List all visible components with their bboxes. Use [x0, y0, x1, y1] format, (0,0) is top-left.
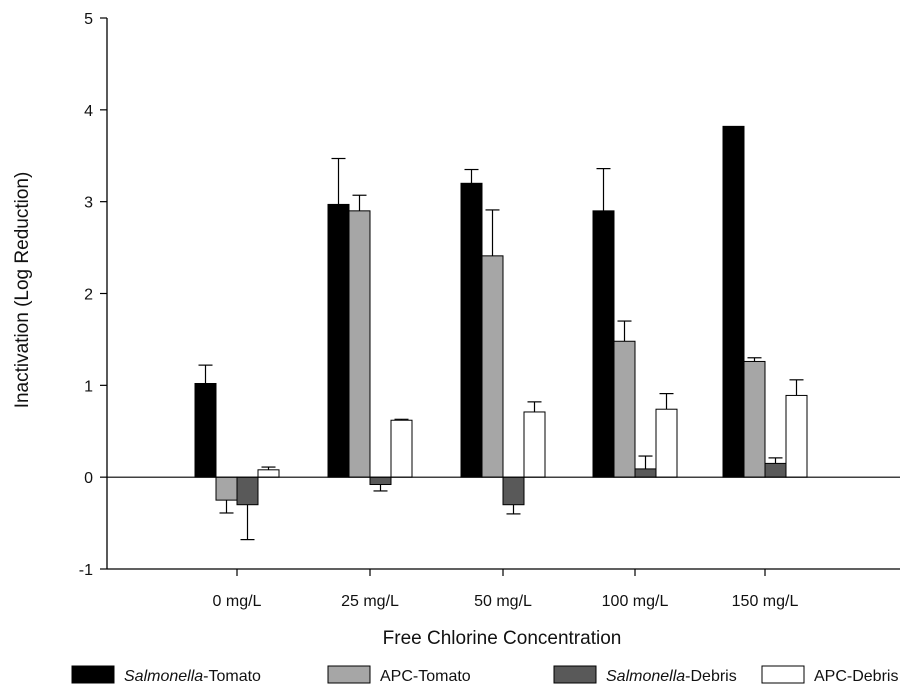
legend-label-text: -Tomato: [203, 668, 261, 685]
legend-swatch: [71, 665, 115, 684]
legend-swatch: [327, 665, 371, 684]
bar: [634, 468, 657, 478]
legend-label-italic: Salmonella: [606, 668, 685, 685]
bar: [481, 255, 504, 478]
y-tick-label: 1: [84, 378, 93, 395]
bar: [194, 382, 217, 478]
x-tick-label: 50 mg/L: [474, 593, 532, 610]
x-tick-label: 0 mg/L: [213, 593, 262, 610]
legend-label: APC-Tomato: [380, 668, 471, 685]
legend-label-text: APC-Debris: [814, 668, 898, 685]
bar: [592, 210, 615, 478]
bar: [655, 408, 678, 478]
bar: [327, 203, 350, 478]
bar: [764, 462, 787, 478]
y-tick-label: 2: [84, 287, 93, 304]
x-axis-title: Free Chlorine Concentration: [383, 628, 622, 649]
bar: [257, 469, 280, 478]
y-tick-label: 4: [84, 103, 93, 120]
bar: [348, 210, 371, 478]
x-tick-label: 150 mg/L: [732, 593, 799, 610]
x-tick-label: 25 mg/L: [341, 593, 399, 610]
legend-label-text: -Debris: [685, 668, 737, 685]
bar-series-group: [194, 125, 808, 506]
legend-label: APC-Debris: [814, 668, 898, 685]
bar: [785, 394, 808, 478]
bar: [743, 360, 766, 478]
y-tick-label: -1: [79, 562, 93, 579]
legend-label-text: APC-Tomato: [380, 668, 471, 685]
y-tick-label: 0: [84, 470, 93, 487]
bar: [613, 340, 636, 478]
bar: [722, 125, 745, 478]
legend: Salmonella-Tomato APC-Tomato Salmonella-De…: [71, 665, 898, 685]
legend-swatch: [553, 665, 597, 684]
legend-label-italic: Salmonella: [124, 668, 203, 685]
bar: [502, 476, 525, 506]
legend-label: Salmonella-Debris: [606, 668, 737, 685]
legend-label: Salmonella-Tomato: [124, 668, 261, 685]
legend-swatch: [761, 665, 805, 684]
bar: [215, 476, 238, 501]
bar: [390, 419, 413, 478]
y-axis-title: Inactivation (Log Reduction): [12, 172, 33, 409]
error-bar-group: [198, 157, 804, 541]
bar: [236, 476, 259, 506]
y-tick-label: 3: [84, 195, 93, 212]
bar: [369, 476, 392, 486]
bar: [523, 411, 546, 478]
x-tick-label: 100 mg/L: [602, 593, 669, 610]
bar: [460, 182, 483, 478]
y-tick-label: 5: [84, 11, 93, 28]
